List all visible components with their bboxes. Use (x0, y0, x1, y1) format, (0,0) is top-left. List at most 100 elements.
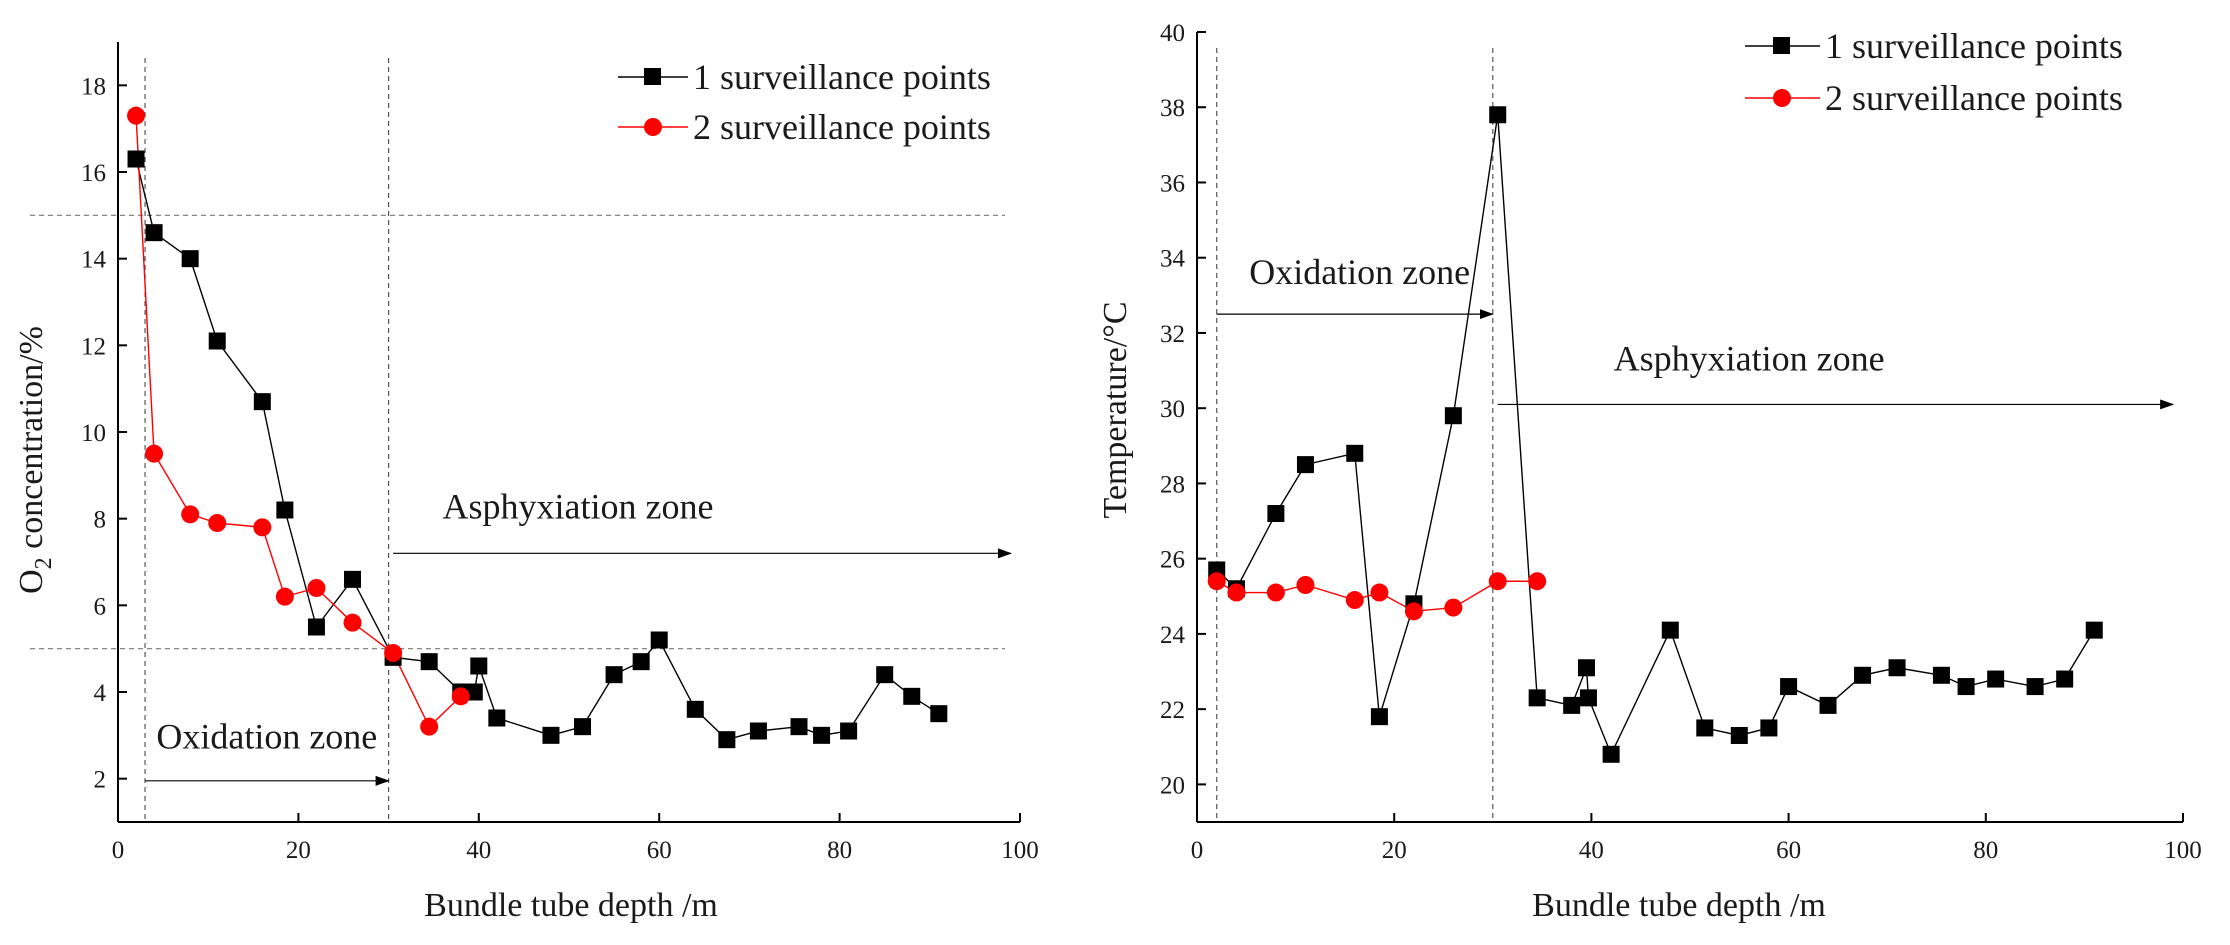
x-tick-label: 20 (1382, 837, 1407, 864)
series-1-point (1888, 659, 1906, 677)
series-2-line (135, 115, 462, 728)
y-tick-label: 40 (1160, 20, 1185, 47)
reference-lines (30, 58, 1005, 822)
series-2-point (1528, 572, 1547, 591)
axes (1196, 31, 2184, 823)
series-1-point (813, 726, 831, 744)
zone-label: Oxidation zone (156, 716, 377, 756)
series-2-point (127, 106, 146, 125)
y-axis-label: Temperature/°C (1097, 301, 1134, 518)
zone-annotations: Asphyxiation zone Oxidation zone (145, 487, 1012, 786)
series-1-point (930, 705, 948, 723)
legend-marker-series-2 (1773, 89, 1791, 107)
series-1-point (127, 150, 145, 168)
series-1-point (1528, 689, 1546, 707)
series-2-point (1207, 572, 1226, 591)
series-2-point (253, 518, 272, 537)
series-1-point (790, 718, 808, 736)
y-tick-label: 10 (81, 420, 106, 447)
series-2-point (208, 514, 227, 532)
y-tick-label: 16 (81, 160, 106, 187)
series-1-point (903, 687, 921, 705)
x-tick-label: 60 (1776, 837, 1801, 864)
series-1-point (876, 666, 894, 684)
zone-label: Asphyxiation zone (443, 487, 714, 527)
x-tick-label: 40 (466, 837, 491, 864)
y-tick-label: 24 (1160, 622, 1186, 649)
y-tick-label: 20 (1160, 772, 1185, 799)
y-tick-label: 12 (81, 333, 106, 360)
x-axis-label: Bundle tube depth /m (424, 887, 718, 924)
x-tick-label: 100 (1001, 837, 1039, 864)
zone-label: Asphyxiation zone (1614, 339, 1885, 379)
series-1-point (1957, 678, 1975, 696)
series-2-point (181, 505, 200, 524)
legend: 1 surveillance points 2 surveillance poi… (1745, 26, 2123, 118)
series-2-point (1227, 583, 1246, 602)
o2-concentration-chart: Asphyxiation zone Oxidation zone 0 20 40 60 8… (13, 42, 1039, 924)
series-1-point (1760, 719, 1778, 737)
tick-labels: 0 20 40 60 80 100 20 22 24 26 28 30 32 34 36 38 40 (1160, 20, 2202, 864)
series-1-point (2026, 678, 2044, 696)
series-1-point (253, 393, 271, 411)
legend-label-series-2: 2 surveillance points (693, 107, 991, 147)
series-1-line (1216, 114, 2095, 757)
y-tick-label: 4 (94, 680, 107, 707)
y-tick-label: 2 (94, 767, 107, 794)
series-1-point (307, 618, 325, 636)
series-1-point (840, 722, 858, 740)
series-2-point (1444, 598, 1463, 617)
x-tick-label: 100 (2164, 837, 2202, 864)
legend-label-series-1: 1 surveillance points (693, 57, 991, 97)
series-1-point (1854, 666, 1872, 684)
y-tick-label: 32 (1160, 321, 1185, 348)
series-2-point (1266, 583, 1285, 602)
legend-label-series-2: 2 surveillance points (1825, 78, 2123, 118)
series-2-point (1345, 591, 1364, 610)
series-1-point (749, 722, 767, 740)
x-tick-label: 80 (1973, 837, 1998, 864)
series-1-point (1602, 745, 1620, 763)
series-1-point (488, 709, 506, 727)
series-2-line (1216, 580, 1538, 613)
series-1-point (650, 631, 668, 649)
series-1-point (2056, 670, 2074, 688)
series-2-point (384, 644, 403, 662)
zone-annotations: Oxidation zone Asphyxiation zone (1216, 252, 2175, 410)
series-1-point (686, 700, 704, 718)
series-1-point (465, 683, 483, 701)
series-1-point (1932, 666, 1950, 684)
legend-marker-series-1 (644, 68, 661, 85)
y-axis-label-main: O (13, 569, 50, 594)
series-markers (127, 106, 948, 749)
y-tick-label: 38 (1160, 95, 1185, 122)
x-axis-label: Bundle tube depth /m (1532, 887, 1826, 924)
series-1-point (2085, 621, 2103, 639)
x-tick-label: 60 (647, 837, 672, 864)
y-tick-label: 26 (1160, 547, 1185, 574)
series-1-point (1780, 678, 1798, 696)
series-1-point (1577, 659, 1595, 677)
series-1-point (344, 570, 362, 588)
series-1-point (208, 332, 226, 350)
series-1-point (542, 726, 560, 744)
series-2-point (275, 587, 294, 606)
series-1-point (1444, 407, 1462, 425)
legend-marker-series-1 (1773, 37, 1790, 54)
series-1-point (1579, 689, 1597, 707)
x-tick-label: 20 (286, 837, 311, 864)
series-2-point (1488, 572, 1507, 591)
x-tick-label: 80 (827, 837, 852, 864)
series-2-point (307, 579, 326, 597)
y-axis-label: O2 concentration/% (13, 326, 57, 594)
legend-label-series-1: 1 surveillance points (1825, 26, 2123, 66)
series-1-point (1696, 719, 1714, 737)
series-1-point (605, 666, 623, 684)
series-1-point (1987, 670, 2005, 688)
series-2-point (343, 613, 362, 632)
series-2-point (145, 444, 164, 463)
series-1-line (135, 158, 940, 741)
temperature-chart: Oxidation zone Asphyxiation zone 0 20 40 60 8… (1097, 20, 2202, 924)
series-2-point (1370, 583, 1389, 602)
y-tick-label: 14 (81, 247, 107, 274)
